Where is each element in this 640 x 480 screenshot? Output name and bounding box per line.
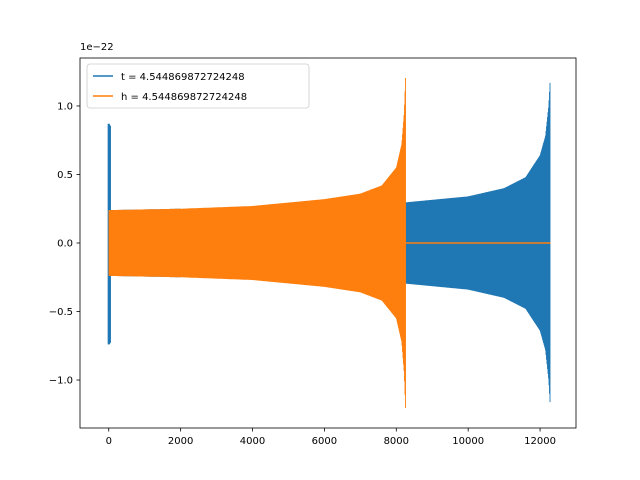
legend-label: t = 4.544869872724248 bbox=[121, 72, 245, 83]
legend-box bbox=[86, 63, 310, 109]
y-tick-label: −0.5 bbox=[49, 307, 73, 318]
y-tick-label: 1.0 bbox=[57, 101, 73, 112]
x-tick-label: 10000 bbox=[452, 436, 484, 447]
x-tick-label: 8000 bbox=[384, 436, 409, 447]
series-2 bbox=[108, 78, 551, 408]
x-tick-label: 4000 bbox=[240, 436, 265, 447]
x-tick-label: 12000 bbox=[524, 436, 556, 447]
y-tick-label: 0.0 bbox=[57, 239, 73, 250]
x-tick-label: 0 bbox=[106, 436, 112, 447]
y-offset-text: 1e−22 bbox=[80, 42, 114, 53]
legend: t = 4.544869872724248 h = 4.5448698727242… bbox=[86, 63, 310, 109]
y-tick-label: −1.0 bbox=[49, 376, 73, 387]
x-tick-label: 6000 bbox=[312, 436, 337, 447]
y-tick-label: 0.5 bbox=[57, 170, 73, 181]
x-tick-label: 2000 bbox=[168, 436, 193, 447]
plot-area bbox=[107, 78, 551, 408]
y-axis: −1.0 −0.5 0.0 0.5 1.0 bbox=[49, 101, 80, 387]
x-axis: 0 2000 4000 6000 8000 10000 12000 bbox=[106, 428, 556, 447]
series-2-waveform bbox=[108, 78, 406, 408]
legend-label: h = 4.544869872724248 bbox=[121, 92, 247, 103]
